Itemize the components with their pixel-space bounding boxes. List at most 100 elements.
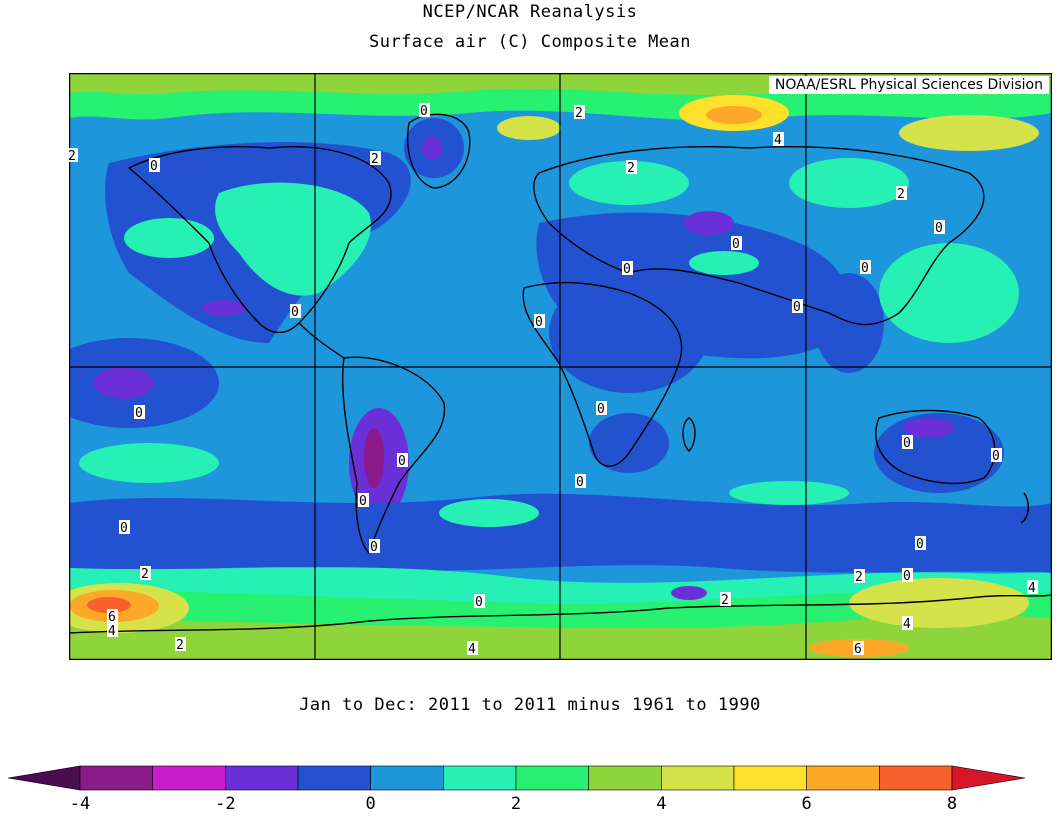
coast-south-america [341, 356, 446, 555]
svg-text:2: 2 [69, 149, 76, 164]
contour-label: 0 [575, 474, 586, 490]
colorbar-under-triangle [7, 765, 81, 791]
coast-north-america [127, 146, 392, 334]
colorbar-tick-label: -2 [215, 794, 236, 814]
svg-text:0: 0 [475, 595, 483, 610]
contour-label: 2 [574, 105, 585, 121]
coast-madagascar [682, 417, 696, 452]
colorbar-tick-label: 2 [510, 794, 522, 814]
contour-label: 2 [175, 637, 186, 653]
coast-new-zealand [1020, 492, 1029, 524]
warm-spot-barents [497, 116, 561, 140]
east-antarctic-warm [849, 578, 1029, 628]
coastlines [69, 113, 1052, 634]
svg-text:2: 2 [371, 152, 379, 167]
svg-text:2: 2 [897, 187, 905, 202]
svg-text:0: 0 [135, 406, 143, 421]
svg-text:0: 0 [992, 449, 1000, 464]
asia-teal [789, 158, 909, 208]
pacific-cold-spot [202, 300, 246, 316]
anomaly-map: 0 0 2 2 2 2 4 2 0 0 0 0 0 0 0 0 0 0 0 0 … [69, 73, 1052, 660]
south-africa-cool [589, 413, 669, 473]
svg-text:0: 0 [732, 237, 740, 252]
svg-text:0: 0 [420, 104, 428, 119]
svg-text:2: 2 [176, 638, 184, 653]
svg-text:0: 0 [576, 475, 584, 490]
contour-label: 0 [119, 520, 130, 536]
contour-labels: 0 0 2 2 2 2 4 2 0 0 0 0 0 0 0 0 0 0 0 0 … [69, 103, 1038, 657]
coast-australia [875, 409, 996, 485]
contour-label: 2 [69, 148, 78, 164]
colorbar-bin [79, 765, 153, 791]
coast-greenland [407, 113, 471, 189]
credit-label: NOAA/ESRL Physical Sciences Division [768, 76, 1049, 94]
colorbar [7, 765, 1026, 791]
australia-cold-core [904, 418, 954, 438]
contour-label: 0 [290, 304, 301, 320]
chart-subtitle: Surface air (C) Composite Mean [368, 32, 692, 52]
svg-text:2: 2 [575, 106, 583, 121]
contour-label: 0 [915, 536, 926, 552]
contour-label: 4 [902, 616, 913, 632]
svg-text:2: 2 [855, 570, 863, 585]
svg-text:0: 0 [903, 569, 911, 584]
se-asia-cool [814, 273, 884, 373]
svg-text:0: 0 [150, 159, 158, 174]
contour-label: 0 [369, 539, 380, 555]
contour-label: 0 [534, 314, 545, 330]
greenland-cold-core [422, 136, 442, 160]
colorbar-bin [879, 765, 953, 791]
contour-label: 4 [1027, 580, 1038, 596]
map-canvas: 0 0 2 2 2 2 4 2 0 0 0 0 0 0 0 0 0 0 0 0 … [69, 73, 1052, 660]
andes-cold-core [364, 428, 384, 488]
ross-sea-warm-core [87, 597, 131, 613]
svg-text:0: 0 [370, 540, 378, 555]
contour-label: 2 [140, 566, 151, 582]
contour-label: 0 [596, 401, 607, 417]
contour-label: 0 [731, 236, 742, 252]
svg-text:2: 2 [627, 161, 635, 176]
colorbar-tick-label: 8 [946, 794, 958, 814]
svg-text:4: 4 [108, 624, 116, 639]
colorbar-bin [225, 765, 299, 791]
contour-label: 2 [626, 160, 637, 176]
west-pacific-teal [879, 243, 1019, 343]
europe-teal [569, 161, 689, 205]
period-caption: Jan to Dec: 2011 to 2011 minus 1961 to 1… [299, 695, 761, 715]
svg-text:0: 0 [359, 494, 367, 509]
arabia-teal [689, 251, 759, 275]
colorbar-bin [661, 765, 735, 791]
contour-label: 0 [991, 448, 1002, 464]
colorbar-over-triangle [951, 765, 1026, 791]
colorbar-bin [152, 765, 226, 791]
colorbar-bin [297, 765, 371, 791]
svg-text:0: 0 [398, 454, 406, 469]
svg-text:0: 0 [793, 300, 801, 315]
south-pacific-teal [79, 443, 219, 483]
colorbar-bin [443, 765, 517, 791]
colorbar-tick-label: 4 [656, 794, 667, 814]
contour-label: 6 [853, 641, 864, 657]
svg-text:4: 4 [1028, 581, 1036, 596]
svg-text:4: 4 [774, 133, 782, 148]
svg-text:0: 0 [597, 402, 605, 417]
colorbar-tick-label: 0 [365, 794, 376, 814]
coast-antarctica [69, 594, 1052, 634]
svg-text:2: 2 [721, 593, 729, 608]
contour-label: 0 [474, 594, 485, 610]
contour-label: 0 [358, 493, 369, 509]
equatorial-cold-core [94, 367, 154, 399]
warm-spot-east [899, 115, 1039, 151]
svg-text:0: 0 [120, 521, 128, 536]
contour-label: 4 [107, 623, 118, 639]
contour-label: 0 [149, 158, 160, 174]
graticule [69, 73, 1052, 660]
contour-label: 4 [467, 641, 478, 657]
colorbar-tick-label: 6 [801, 794, 812, 814]
colorbar-bin [588, 765, 662, 791]
contour-label: 0 [792, 299, 803, 315]
contour-label: 2 [854, 569, 865, 585]
contour-label: 0 [902, 568, 913, 584]
chart-title: NCEP/NCAR Reanalysis [422, 2, 638, 22]
svg-text:0: 0 [623, 262, 631, 277]
